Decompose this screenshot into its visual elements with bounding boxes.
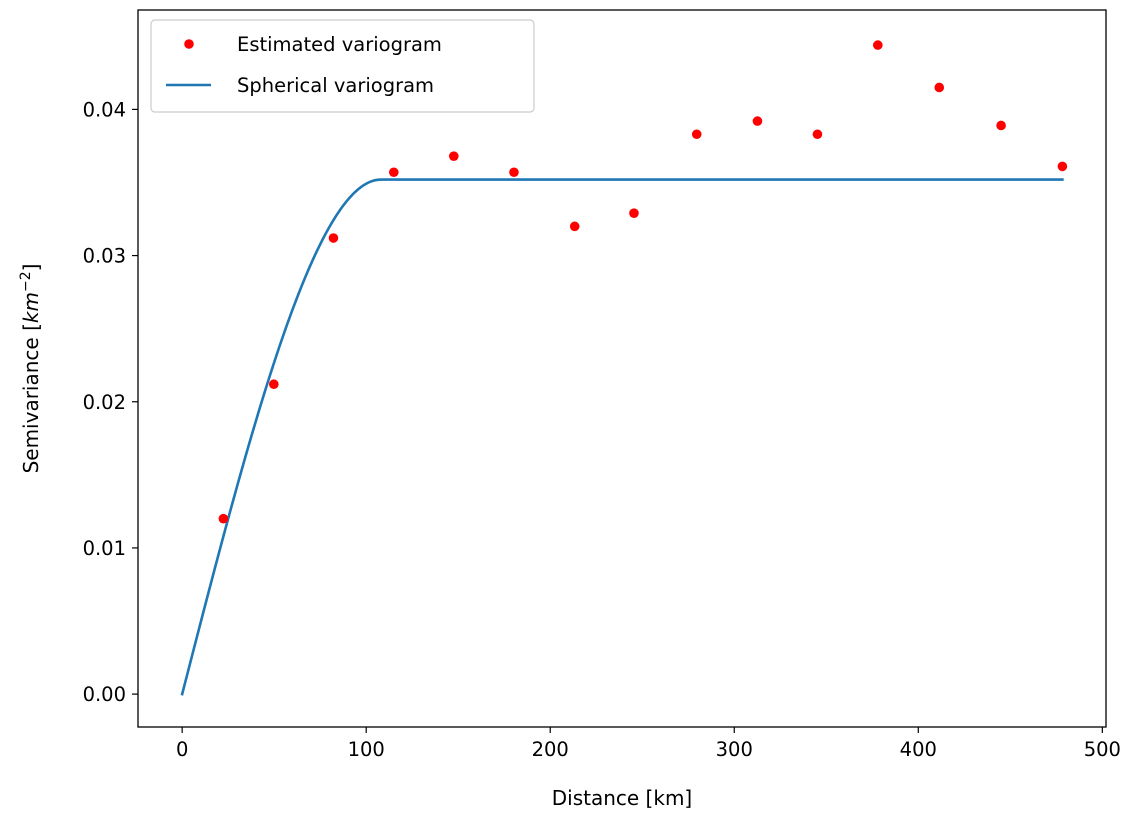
estimated-variogram-point <box>389 167 399 178</box>
y-tick-label: 0.02 <box>83 391 126 414</box>
estimated-variogram-point <box>812 129 823 140</box>
axes-frame <box>137 9 1107 728</box>
y-tick-label: 0.04 <box>83 98 126 121</box>
legend-marker-estimated <box>184 39 194 49</box>
plot-area <box>180 40 1068 696</box>
estimated-variogram-point <box>996 120 1006 131</box>
estimated-variogram-point <box>269 379 279 390</box>
x-tick-label: 300 <box>716 738 753 761</box>
estimated-variogram-point <box>873 40 883 50</box>
legend: Estimated variogram Spherical variogram <box>150 19 535 113</box>
estimated-variogram-point <box>934 82 945 93</box>
estimated-variogram-point <box>509 167 519 178</box>
legend-label-estimated: Estimated variogram <box>237 33 442 56</box>
estimated-variogram-point <box>752 116 763 126</box>
x-tick-label: 0 <box>176 738 188 761</box>
y-tick-label: 0.01 <box>83 537 126 560</box>
y-tick-label: 0.03 <box>83 245 126 268</box>
legend-label-spherical: Spherical variogram <box>237 74 434 97</box>
estimated-variogram-point <box>569 221 580 232</box>
x-tick-label: 100 <box>348 738 385 761</box>
estimated-variogram-point <box>448 151 459 161</box>
estimated-variogram-point <box>328 233 339 243</box>
legend-box <box>150 19 535 113</box>
axes: 0 100 200 300 400 500 0.00 0.01 0.02 0.03 0.04 Dist… <box>18 9 1121 810</box>
estimated-variogram-point <box>691 129 702 140</box>
estimated-variogram-point <box>218 513 229 524</box>
x-tick-label: 200 <box>532 738 569 761</box>
spherical-variogram-line <box>180 178 1064 696</box>
x-tick-label: 500 <box>1084 738 1121 761</box>
y-axis-label: Semivariance [km−2] <box>18 264 43 474</box>
x-axis-label: Distance [km] <box>552 786 692 810</box>
y-tick-label: 0.00 <box>83 683 126 706</box>
x-tick-label: 400 <box>900 738 937 761</box>
estimated-variogram-point <box>629 208 639 218</box>
estimated-variogram-point <box>1057 161 1068 172</box>
